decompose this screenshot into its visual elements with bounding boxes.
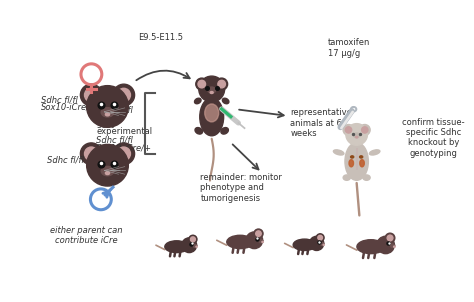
Circle shape (362, 127, 368, 133)
Ellipse shape (195, 127, 202, 134)
Ellipse shape (349, 160, 354, 167)
Ellipse shape (196, 246, 197, 247)
Circle shape (216, 78, 228, 90)
Text: Sdhc fl/fl: Sdhc fl/fl (47, 155, 84, 164)
Circle shape (182, 238, 197, 252)
Text: representative
animals at 6
weeks: representative animals at 6 weeks (291, 108, 352, 138)
Circle shape (346, 124, 367, 145)
Circle shape (343, 124, 354, 135)
Text: tamoxifen
17 μg/g: tamoxifen 17 μg/g (328, 38, 371, 58)
Ellipse shape (210, 92, 213, 94)
Ellipse shape (101, 108, 114, 117)
Ellipse shape (205, 104, 219, 122)
Ellipse shape (208, 87, 216, 93)
Circle shape (316, 234, 324, 242)
Circle shape (196, 78, 208, 90)
Text: Sox10-iCre/+: Sox10-iCre/+ (96, 143, 152, 153)
Ellipse shape (262, 241, 264, 243)
Circle shape (246, 232, 263, 249)
Circle shape (84, 88, 98, 102)
Ellipse shape (200, 98, 224, 136)
Ellipse shape (356, 136, 358, 138)
Ellipse shape (193, 244, 197, 247)
Ellipse shape (357, 240, 385, 254)
Text: either parent can
contribute iCre: either parent can contribute iCre (50, 226, 123, 245)
Ellipse shape (293, 239, 316, 250)
Circle shape (81, 84, 102, 106)
Circle shape (113, 84, 135, 106)
Ellipse shape (369, 150, 380, 155)
Circle shape (359, 124, 370, 135)
Circle shape (255, 231, 261, 236)
Ellipse shape (391, 244, 395, 248)
Circle shape (377, 236, 394, 254)
Ellipse shape (101, 166, 114, 176)
Text: confirm tissue-
specific Sdhc
knockout by
genotyping: confirm tissue- specific Sdhc knockout b… (402, 118, 465, 158)
Ellipse shape (351, 138, 362, 144)
Ellipse shape (333, 150, 344, 155)
Circle shape (87, 144, 128, 186)
Circle shape (318, 235, 322, 240)
Ellipse shape (363, 175, 370, 180)
Circle shape (84, 147, 98, 160)
Circle shape (346, 127, 352, 133)
Circle shape (310, 236, 324, 250)
Ellipse shape (165, 241, 189, 252)
Circle shape (387, 235, 393, 241)
Circle shape (87, 86, 128, 127)
Text: control: control (96, 98, 126, 107)
Ellipse shape (205, 92, 218, 100)
Ellipse shape (259, 239, 263, 243)
Ellipse shape (227, 235, 254, 249)
Ellipse shape (345, 143, 368, 180)
Text: remainder: monitor
phenotype and
tumorigenesis: remainder: monitor phenotype and tumorig… (201, 173, 282, 203)
Ellipse shape (343, 175, 350, 180)
Text: 50%: 50% (96, 121, 115, 130)
Text: experimental: experimental (96, 127, 152, 136)
Text: E9.5-E11.5: E9.5-E11.5 (138, 33, 183, 42)
Circle shape (254, 229, 263, 238)
Text: 50%: 50% (96, 91, 115, 100)
Ellipse shape (105, 113, 109, 116)
Ellipse shape (360, 156, 363, 158)
Circle shape (113, 143, 135, 165)
Circle shape (191, 237, 195, 242)
Ellipse shape (222, 98, 229, 104)
Text: Sdhc fl/fl: Sdhc fl/fl (96, 136, 133, 145)
Ellipse shape (194, 98, 201, 104)
Ellipse shape (393, 246, 395, 247)
Ellipse shape (221, 127, 228, 134)
Ellipse shape (354, 133, 360, 138)
Text: Sox10-iCre/+: Sox10-iCre/+ (41, 103, 97, 112)
Circle shape (198, 80, 206, 88)
Circle shape (189, 235, 197, 243)
Ellipse shape (351, 156, 354, 158)
Circle shape (81, 143, 102, 165)
Circle shape (117, 88, 130, 102)
Ellipse shape (320, 243, 324, 246)
Circle shape (199, 76, 225, 102)
Circle shape (385, 233, 395, 243)
Text: Sdhc fl/fl: Sdhc fl/fl (41, 95, 78, 104)
Ellipse shape (105, 172, 109, 175)
Ellipse shape (323, 244, 324, 245)
Circle shape (117, 147, 130, 160)
Ellipse shape (360, 160, 365, 167)
Circle shape (218, 80, 226, 88)
Text: Sdhc fl/fl: Sdhc fl/fl (96, 105, 133, 114)
